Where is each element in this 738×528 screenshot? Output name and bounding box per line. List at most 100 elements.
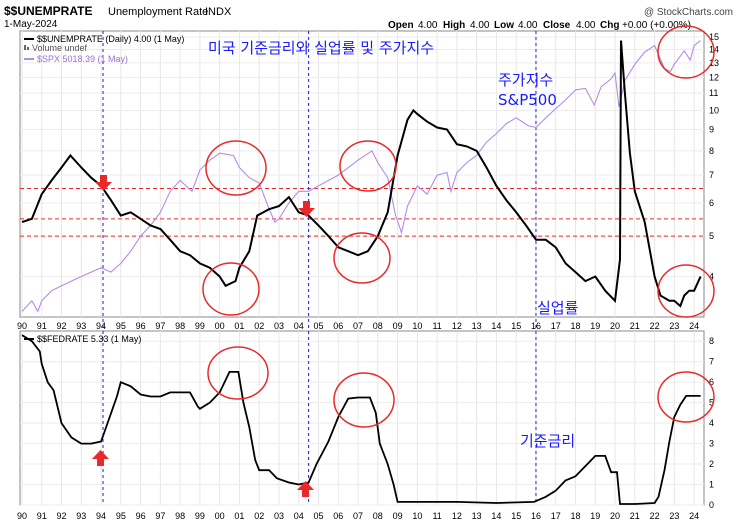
circle-fed-2024 <box>657 371 715 423</box>
quote-high-label: High <box>443 20 465 31</box>
x-tick-label-bottom: 22 <box>650 511 660 521</box>
x-tick-label-top: 23 <box>669 321 679 331</box>
header-exchange: INDX <box>205 6 232 18</box>
circle-spx-2007-peak <box>339 140 397 192</box>
x-tick-label-bottom: 08 <box>373 511 383 521</box>
annotation-spx-1: 주가지수 <box>498 71 553 89</box>
arrow-down-icon-1994 <box>95 175 112 191</box>
circle-spx-2024 <box>657 25 715 79</box>
quote-close-label: Close <box>543 20 571 31</box>
circle-fed-2007-peak <box>333 372 395 428</box>
x-tick-label-bottom: 03 <box>274 511 284 521</box>
y-tick-label-bottom: 4 <box>709 418 714 428</box>
top-x-axis: 90 91 92 93 94 95 96 97 98 99 00 01 02 03 04 05 06 07 08 09… <box>17 321 699 331</box>
x-tick-label-bottom: 90 <box>17 511 27 521</box>
quote-high: 4.00 <box>470 20 490 31</box>
x-tick-label-top: 91 <box>37 321 47 331</box>
x-tick-label-bottom: 24 <box>689 511 699 521</box>
x-tick-label-top: 17 <box>551 321 561 331</box>
x-tick-label-top: 14 <box>491 321 501 331</box>
header-date: 1-May-2024 <box>4 19 58 30</box>
x-tick-label-bottom: 97 <box>155 511 165 521</box>
x-tick-label-bottom: 01 <box>234 511 244 521</box>
top-legend: $$UNEMPRATE (Daily) 4.00 (1 May) Volume … <box>24 34 184 64</box>
y-tick-label-top: 4 <box>709 272 714 282</box>
x-tick-label-bottom: 16 <box>531 511 541 521</box>
x-tick-label-top: 09 <box>393 321 403 331</box>
bottom-legend: $$FEDRATE 5.33 (1 May) <box>24 334 141 344</box>
y-tick-label-top: 9 <box>709 125 714 135</box>
y-tick-label-bottom: 7 <box>709 357 714 367</box>
x-tick-label-top: 06 <box>333 321 343 331</box>
arrow-up-icon-1994 <box>92 450 109 466</box>
x-tick-label-bottom: 12 <box>452 511 462 521</box>
y-tick-label-bottom: 8 <box>709 336 714 346</box>
x-tick-label-bottom: 13 <box>472 511 482 521</box>
bottom-panel-grid <box>20 331 704 506</box>
x-tick-label-top: 93 <box>76 321 86 331</box>
quote-open: 4.00 <box>418 20 438 31</box>
quote-close: 4.00 <box>576 20 596 31</box>
quote-chg: +0.00 (+0.00%) <box>622 20 691 31</box>
quote-chg-label: Chg <box>600 20 619 31</box>
y-tick-label-top: 7 <box>709 170 714 180</box>
annotation-unemployment: 실업률 <box>537 299 579 317</box>
reference-lines <box>20 188 704 237</box>
x-tick-label-top: 11 <box>432 321 441 331</box>
quote-low-label: Low <box>494 20 514 31</box>
y-tick-label-bottom: 5 <box>709 398 714 408</box>
bottom-panel-frame <box>19 330 705 506</box>
x-tick-label-top: 90 <box>17 321 27 331</box>
y-tick-label-bottom: 1 <box>709 480 714 490</box>
x-tick-label-bottom: 23 <box>669 511 679 521</box>
annotation-title: 미국 기준금리와 실업률 및 주가지수 <box>208 39 434 57</box>
y-tick-label-top: 12 <box>709 72 719 82</box>
legend-unemp: $$UNEMPRATE (Daily) 4.00 (1 May) <box>37 34 184 44</box>
y-tick-label-bottom: 0 <box>709 500 714 510</box>
highlight-circles <box>202 25 715 428</box>
x-tick-label-bottom: 09 <box>393 511 403 521</box>
fedrate-series-line <box>21 334 701 505</box>
circle-fed-2000-peak <box>207 346 269 400</box>
legend-spx: $SPX 5018.39 (1 May) <box>37 54 128 64</box>
x-tick-label-top: 15 <box>511 321 521 331</box>
x-tick-label-bottom: 07 <box>353 511 363 521</box>
x-tick-label-top: 10 <box>412 321 422 331</box>
x-tick-label-bottom: 91 <box>37 511 47 521</box>
bottom-x-axis: 90 91 92 93 94 95 96 97 98 99 00 01 02 03 04 05 06 07 08 09… <box>17 511 699 521</box>
x-tick-label-top: 95 <box>116 321 126 331</box>
x-tick-label-top: 99 <box>195 321 205 331</box>
x-tick-label-top: 08 <box>373 321 383 331</box>
unemployment-series-line <box>21 40 702 308</box>
legend-volume: Volume undef <box>32 43 88 53</box>
volume-bars-icon-2 <box>27 47 29 50</box>
annotation-spx-2: S&P500 <box>498 91 557 109</box>
x-tick-label-top: 03 <box>274 321 284 331</box>
y-tick-label-bottom: 3 <box>709 439 714 449</box>
circle-unemp-2007-low <box>333 232 391 284</box>
x-tick-label-bottom: 02 <box>254 511 264 521</box>
x-tick-label-bottom: 96 <box>136 511 146 521</box>
signal-arrows <box>92 175 315 497</box>
y-tick-label-top: 13 <box>709 58 719 68</box>
x-tick-label-bottom: 14 <box>491 511 501 521</box>
y-tick-label-top: 6 <box>709 198 714 208</box>
quote-open-label: Open <box>388 20 414 31</box>
annotation-fedrate: 기준금리 <box>520 432 575 450</box>
x-tick-label-bottom: 11 <box>432 511 441 521</box>
header-symbol: $$UNEMPRATE <box>4 4 92 18</box>
x-tick-label-top: 94 <box>96 321 106 331</box>
y-tick-label-bottom: 2 <box>709 459 714 469</box>
vertical-guides <box>102 31 537 505</box>
x-tick-label-bottom: 93 <box>76 511 86 521</box>
x-tick-label-top: 04 <box>294 321 304 331</box>
quote-low: 4.00 <box>518 20 538 31</box>
x-tick-label-top: 20 <box>610 321 620 331</box>
spx-series-line <box>21 40 701 313</box>
x-tick-label-top: 07 <box>353 321 363 331</box>
top-panel-grid <box>20 31 704 317</box>
x-tick-label-top: 00 <box>215 321 225 331</box>
x-tick-label-bottom: 04 <box>294 511 304 521</box>
y-tick-label-top: 8 <box>709 146 714 156</box>
